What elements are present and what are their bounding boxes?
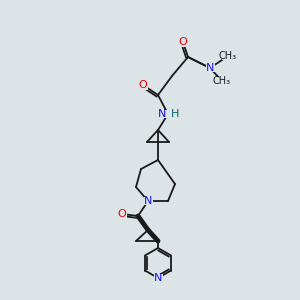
Text: O: O [139,80,147,90]
FancyBboxPatch shape [138,80,148,89]
Text: CH₃: CH₃ [213,76,231,86]
FancyBboxPatch shape [206,64,214,72]
Text: N: N [158,109,166,119]
FancyBboxPatch shape [143,197,152,205]
FancyBboxPatch shape [216,77,228,85]
Text: N: N [144,196,152,206]
Text: N: N [154,273,162,283]
FancyBboxPatch shape [154,274,163,282]
FancyBboxPatch shape [161,110,175,118]
Text: H: H [171,109,179,119]
Text: O: O [118,209,126,219]
FancyBboxPatch shape [222,52,234,60]
Text: O: O [178,37,188,47]
FancyBboxPatch shape [178,38,188,46]
FancyBboxPatch shape [117,209,127,218]
Text: CH₃: CH₃ [219,51,237,61]
Text: N: N [206,63,214,73]
